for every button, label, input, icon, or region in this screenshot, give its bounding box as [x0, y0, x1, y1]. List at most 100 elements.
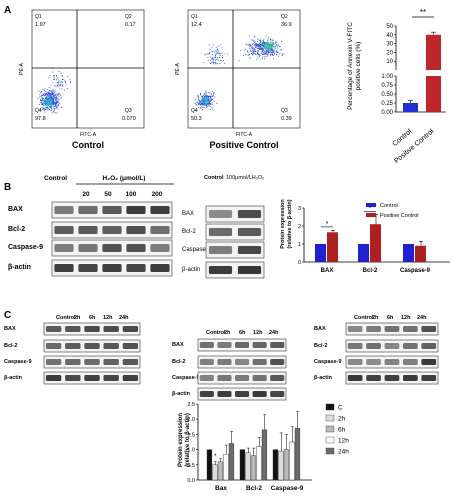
flow-event-dot	[264, 42, 266, 43]
flow-event-dot	[55, 105, 57, 107]
flow-event-dot	[265, 49, 267, 51]
flow-event-dot	[55, 104, 57, 106]
flow-event-dot	[268, 51, 270, 53]
blot-row-label: β-actin	[8, 264, 31, 271]
flow-event-dot	[199, 100, 201, 102]
flow-event-dot	[201, 104, 203, 106]
chart-c-ylabel-line2: (relative to β-actin)	[185, 413, 191, 467]
quadrant-label-q1: Q1	[191, 14, 198, 20]
flow-event-dot	[199, 103, 200, 105]
flow-event-dot	[209, 101, 210, 103]
flow-event-dot	[42, 94, 44, 96]
flow-event-dot	[45, 99, 47, 101]
flow-event-dot	[59, 85, 61, 87]
flow-event-dot	[48, 102, 50, 103]
flow-event-dot	[56, 99, 58, 101]
flow-event-dot	[212, 91, 213, 93]
flow-event-dot	[270, 42, 272, 44]
flow-event-dot	[53, 101, 54, 103]
blot-band	[84, 359, 100, 365]
flow-event-dot	[53, 95, 54, 96]
blot-band	[235, 342, 250, 348]
legend-label: 12h	[338, 438, 349, 445]
flow-event-dot	[199, 102, 201, 103]
bar	[256, 446, 262, 481]
blot-band	[347, 326, 363, 332]
flow-event-dot	[54, 108, 55, 110]
flow-event-dot	[254, 52, 256, 54]
apoptosis-bars	[403, 31, 441, 112]
flow-event-dot	[262, 48, 264, 50]
flow-event-dot	[266, 52, 268, 54]
flow-event-dot	[47, 103, 48, 105]
flow-event-dot	[210, 98, 211, 100]
flow-event-dot	[268, 42, 270, 44]
flow-event-dot	[47, 98, 49, 99]
flow-event-dot	[272, 50, 274, 52]
flow-event-dot	[54, 103, 55, 105]
flow-event-dot	[279, 53, 281, 55]
flow-event-dot	[40, 96, 42, 97]
flow-event-dot	[210, 96, 212, 98]
flow-event-dot	[270, 49, 272, 51]
blot-band	[217, 359, 232, 365]
flow-event-dot	[62, 78, 63, 80]
flow-title: Control	[72, 140, 104, 150]
flow-event-dot	[56, 82, 58, 83]
flow-event-dot	[258, 43, 260, 45]
flow-event-dot	[53, 102, 55, 104]
flow-event-dot	[262, 50, 263, 52]
flow-event-dot	[211, 51, 213, 52]
flow-event-dot	[210, 59, 211, 61]
blot-band	[270, 359, 285, 365]
blot-band	[384, 343, 400, 349]
flow-event-dot	[271, 52, 272, 54]
flow-event-dot	[261, 43, 263, 45]
flow-event-dot	[43, 109, 45, 111]
flow-event-dot	[59, 103, 61, 104]
blot-band	[103, 375, 119, 381]
flow-event-dot	[270, 50, 272, 52]
flow-event-dot	[212, 61, 214, 63]
flow-event-dot	[43, 98, 45, 100]
flow-event-dot	[255, 45, 257, 47]
flow-event-dot	[51, 94, 53, 95]
flow-event-dot	[275, 41, 277, 43]
y-tick-label: 0.5	[187, 463, 195, 469]
flow-event-dot	[205, 101, 207, 103]
flow-event-dot	[51, 91, 53, 93]
flow-event-dot	[47, 106, 49, 107]
flow-event-dot	[43, 101, 44, 103]
flow-event-dot	[208, 99, 210, 100]
protein-expression-chart-b: Protein expression (relative to β-actin)…	[280, 199, 450, 274]
flow-event-dot	[208, 44, 210, 46]
flow-event-dot	[197, 107, 199, 108]
flow-event-dot	[41, 102, 42, 103]
blot-band	[45, 375, 62, 381]
blot-band	[270, 391, 285, 397]
flow-event-dot	[263, 47, 265, 49]
y-tick-label: 50	[386, 24, 393, 30]
flow-event-dot	[270, 48, 272, 49]
blot-band	[126, 264, 146, 272]
flow-event-dot	[205, 103, 207, 105]
flow-event-dot	[52, 104, 54, 106]
flow-event-dot	[211, 98, 213, 100]
flow-event-dot	[48, 98, 50, 100]
flow-event-dot	[47, 104, 49, 106]
flow-event-dot	[50, 102, 52, 104]
blot-band	[366, 343, 381, 349]
flow-event-dot	[61, 75, 63, 77]
flow-event-dot	[64, 89, 65, 91]
flow-event-dot	[45, 99, 46, 101]
flow-event-dot	[205, 95, 207, 97]
flow-event-dot	[43, 102, 45, 104]
flow-event-dot	[59, 92, 61, 94]
flow-event-dot	[255, 43, 256, 45]
flow-event-dot	[251, 47, 253, 49]
flow-event-dot	[65, 84, 67, 86]
flow-event-dot	[49, 97, 51, 99]
flow-event-dot	[57, 102, 59, 104]
legend-swatch	[325, 425, 335, 433]
